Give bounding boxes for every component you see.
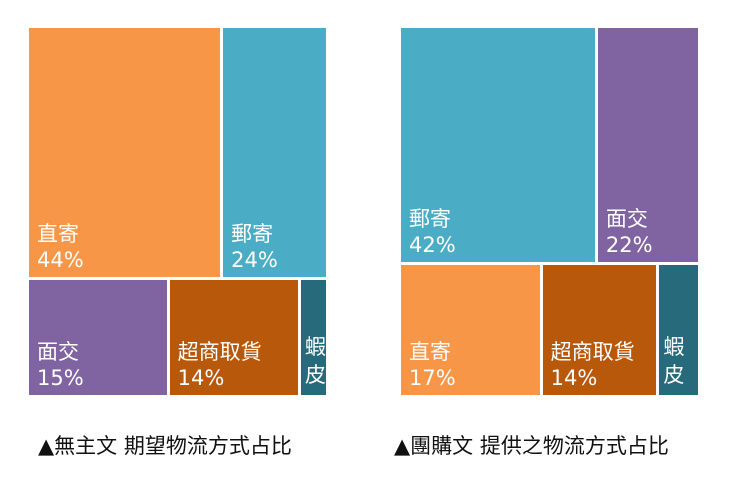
tile-4: 蝦皮 <box>300 279 326 395</box>
tile-label: 面交 <box>605 206 648 231</box>
tile-percent: 44% <box>37 247 84 272</box>
tile-0: 直寄 44% <box>29 28 221 277</box>
tile-label: 郵寄 <box>409 206 451 231</box>
treemap-left: 直寄 44% 郵寄 24% 面交 15% 超商取貨 14% 蝦皮 <box>29 28 329 398</box>
tile-label: 郵寄 <box>231 221 274 246</box>
caption-right: ▲團購文 提供之物流方式占比 <box>394 434 669 458</box>
tile-label: 超商取貨 <box>550 339 635 364</box>
tile-2: 直寄 17% <box>401 264 540 395</box>
tile-percent: 17% <box>409 365 456 390</box>
tile-label: 直寄 <box>37 221 79 246</box>
tile-percent: 22% <box>605 232 653 257</box>
tile-1: 郵寄 24% <box>223 28 326 277</box>
tile-3: 超商取貨 14% <box>542 264 657 395</box>
tile-label: 面交 <box>37 339 79 364</box>
tile-label: 蝦皮 <box>663 334 685 387</box>
tile-percent: 15% <box>37 365 84 390</box>
tile-3: 超商取貨 14% <box>169 279 298 395</box>
tile-2: 面交 15% <box>29 279 167 395</box>
tile-percent: 42% <box>409 232 456 257</box>
tile-label: 直寄 <box>409 339 451 364</box>
tile-percent: 24% <box>231 247 278 272</box>
treemap-right: 郵寄 42% 面交 22% 直寄 17% 超商取貨 14% 蝦皮 <box>401 28 701 398</box>
tile-0: 郵寄 42% <box>401 28 595 262</box>
tile-4: 蝦皮 <box>659 264 698 395</box>
tile-percent: 14% <box>550 365 598 390</box>
caption-left: ▲無主文 期望物流方式占比 <box>38 434 292 458</box>
tile-label: 蝦皮 <box>304 334 326 387</box>
tile-label: 超商取貨 <box>177 339 262 364</box>
tile-percent: 14% <box>177 365 225 390</box>
tile-1: 面交 22% <box>597 28 698 262</box>
